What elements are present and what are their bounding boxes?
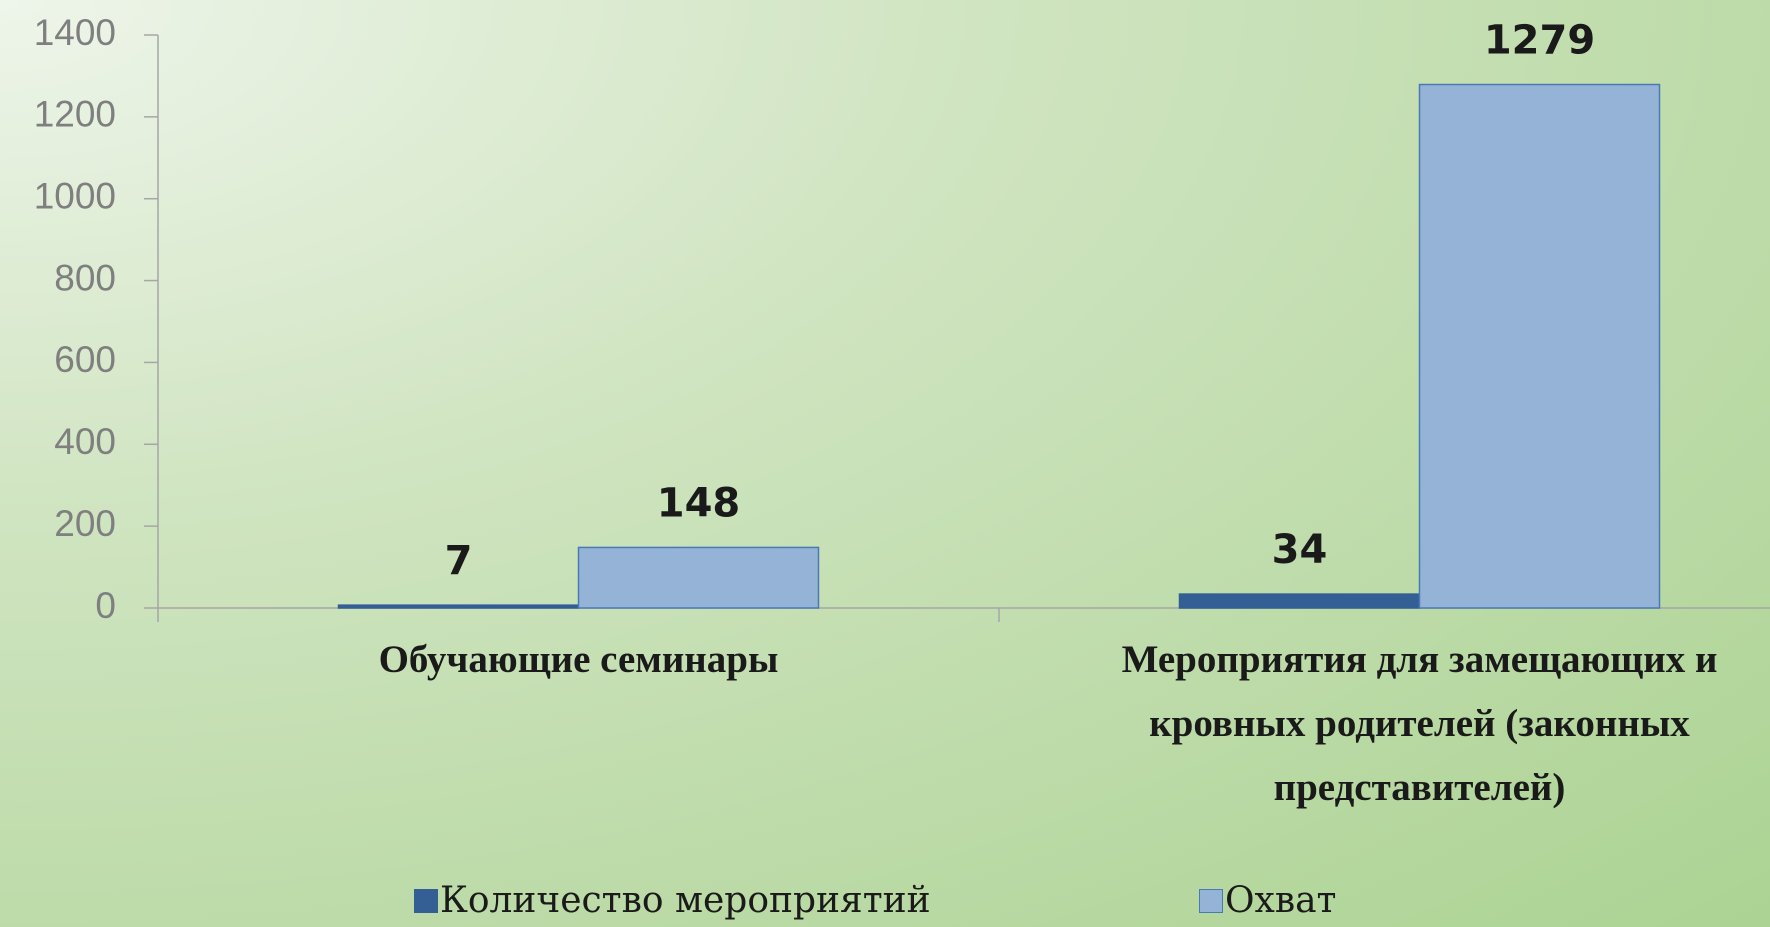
- y-tick-label: 600: [54, 339, 116, 380]
- legend-label: Охват: [1225, 880, 1337, 921]
- legend-label: Количество мероприятий: [440, 880, 931, 921]
- legend-swatch: [414, 888, 438, 913]
- value-label: 1279: [1484, 18, 1595, 64]
- bar: [1418, 83, 1661, 609]
- bar: [337, 604, 580, 609]
- y-tick-label: 1000: [34, 175, 116, 216]
- x-tick-label: Обучающие семинары: [378, 638, 779, 681]
- bar: [577, 546, 820, 609]
- y-tick-label: 200: [54, 503, 116, 544]
- legend-swatch: [1199, 888, 1223, 913]
- value-label: 7: [445, 538, 473, 584]
- y-tick-label: 0: [95, 585, 116, 626]
- y-tick-label: 1200: [34, 94, 116, 135]
- value-label: 148: [657, 480, 741, 526]
- y-tick-label: 400: [54, 421, 116, 462]
- x-tick-label: Мероприятия для замещающих и кровных род…: [1121, 638, 1718, 809]
- y-tick-label: 800: [54, 257, 116, 298]
- legend-item: Количество мероприятий: [414, 880, 931, 921]
- legend-item: Охват: [1199, 880, 1336, 921]
- value-label: 34: [1272, 527, 1328, 573]
- y-tick-label: 1400: [34, 12, 116, 53]
- bar: [1178, 593, 1421, 609]
